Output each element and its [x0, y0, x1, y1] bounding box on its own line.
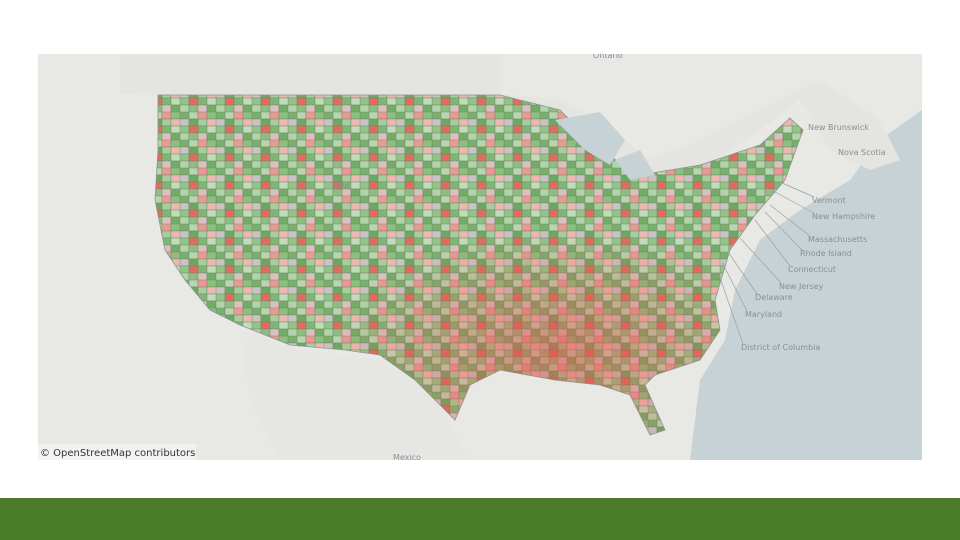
leader-line	[769, 204, 811, 237]
leader-line	[774, 191, 815, 214]
state-label: District of Columbia	[741, 343, 820, 352]
leader-line	[764, 211, 803, 251]
state-label: Delaware	[755, 293, 793, 302]
state-label: Rhode Island	[800, 249, 852, 258]
canada	[120, 54, 900, 195]
leader-line	[754, 219, 791, 267]
leader-line	[717, 271, 744, 345]
attribution-box	[38, 444, 196, 460]
mexico	[240, 330, 470, 460]
south-tint	[155, 95, 803, 435]
attribution: © OpenStreetMap contributors	[40, 448, 195, 459]
state-label: Massachusetts	[808, 235, 867, 244]
state-label: Vermont	[812, 196, 846, 205]
state-label: New Hampshire	[812, 212, 875, 221]
region-label: Nova Scotia	[838, 148, 886, 157]
leader-line	[727, 251, 758, 295]
state-label: Connecticut	[788, 265, 836, 274]
leader-line	[721, 261, 748, 312]
callout-leaders	[717, 181, 815, 345]
footer-bar	[0, 498, 960, 540]
great-lakes	[555, 112, 655, 180]
map: Ontario Mexico Wyo New Brunswick Nova Scotia…	[38, 51, 922, 462]
labels: Ontario Mexico Wyo New Brunswick Nova Scotia…	[332, 51, 886, 462]
leader-line	[779, 181, 815, 198]
region-label: Mexico	[393, 453, 421, 462]
region-label: Ontario	[593, 51, 623, 60]
state-label: Maryland	[745, 310, 782, 319]
leader-line	[739, 237, 782, 284]
region-label: Wyo	[332, 181, 350, 190]
region-label: New Brunswick	[808, 123, 869, 132]
state-label: New Jersey	[779, 282, 824, 291]
